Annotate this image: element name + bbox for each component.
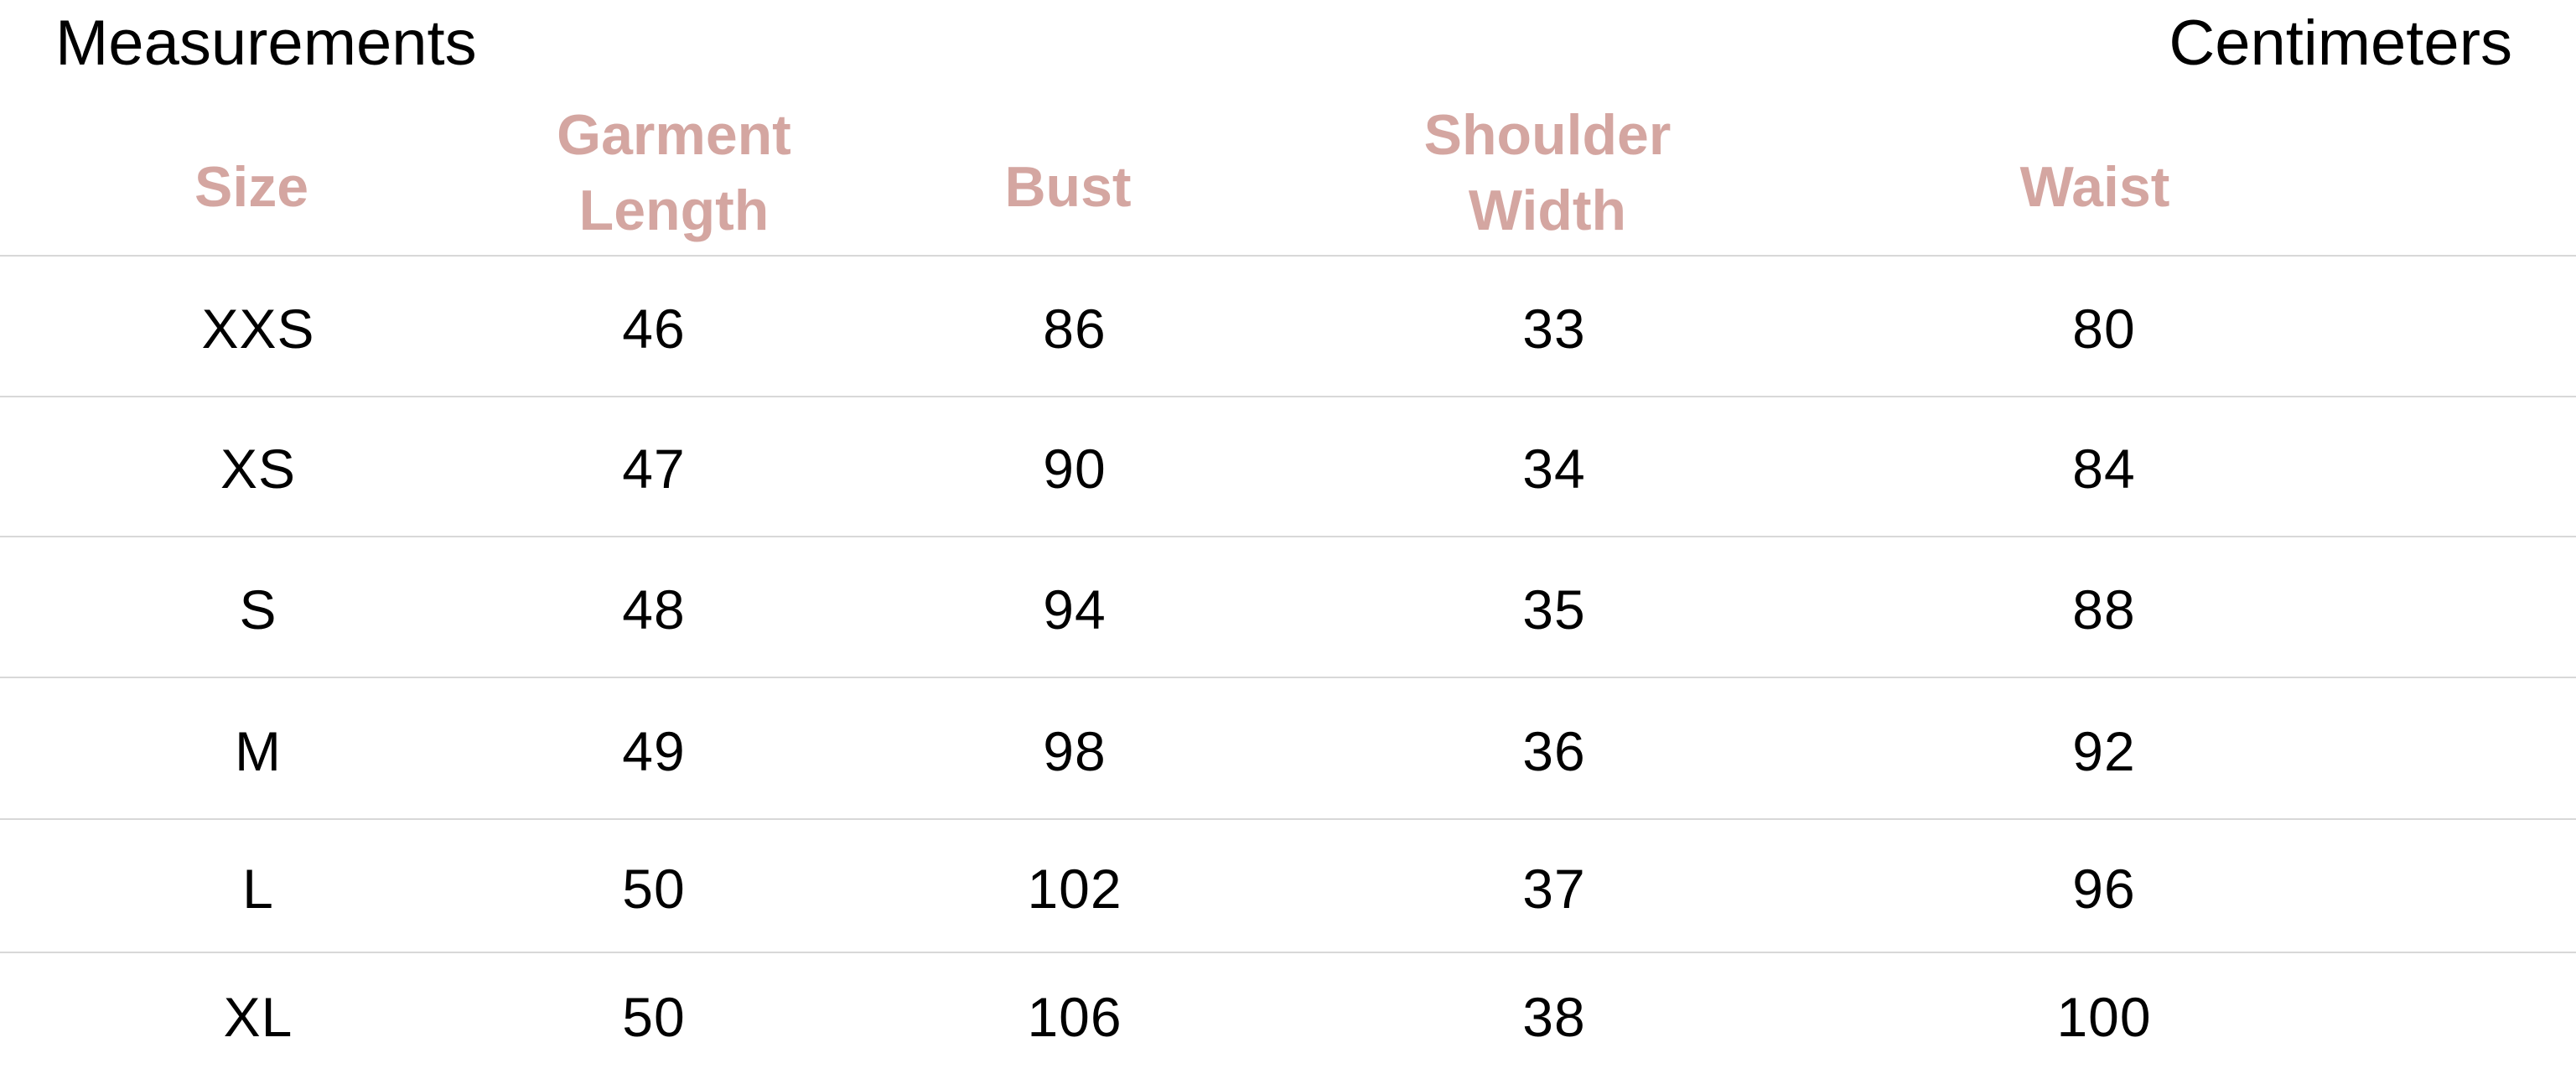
size-cell: XXS: [201, 298, 315, 360]
measurement-cell: 50: [622, 858, 686, 920]
measurement-cell: 94: [1043, 578, 1107, 641]
column-header: Shoulder Width: [1424, 97, 1672, 248]
measurement-cell: 34: [1522, 438, 1586, 500]
row-divider: [0, 396, 2576, 397]
measurement-cell: 47: [622, 438, 686, 500]
row-divider: [0, 255, 2576, 257]
measurement-cell: 49: [622, 720, 686, 782]
size-cell: S: [239, 578, 277, 641]
row-divider: [0, 677, 2576, 678]
measurements-title: Measurements: [55, 8, 477, 79]
measurement-cell: 100: [2056, 986, 2152, 1048]
measurement-cell: 35: [1522, 578, 1586, 641]
measurement-cell: 88: [2072, 578, 2136, 641]
column-header: Bust: [1004, 149, 1131, 225]
column-header-line: Size: [194, 155, 309, 219]
column-header-line: Garment: [557, 103, 791, 167]
measurement-cell: 38: [1522, 986, 1586, 1048]
column-header-line: Waist: [2019, 155, 2170, 219]
measurement-cell: 50: [622, 986, 686, 1048]
measurement-cell: 106: [1027, 986, 1122, 1048]
measurement-cell: 84: [2072, 438, 2136, 500]
size-cell: XS: [220, 438, 297, 500]
row-divider: [0, 536, 2576, 537]
column-header-line: Length: [578, 179, 770, 242]
measurement-cell: 80: [2072, 298, 2136, 360]
column-header: Garment Length: [557, 97, 791, 248]
size-cell: XL: [223, 986, 293, 1048]
column-header-line: Shoulder: [1423, 103, 1672, 167]
column-header-line: Bust: [1004, 155, 1132, 219]
measurement-cell: 98: [1043, 720, 1107, 782]
size-cell: L: [242, 858, 274, 920]
size-cell: M: [235, 720, 282, 782]
measurement-cell: 46: [622, 298, 686, 360]
row-divider: [0, 952, 2576, 953]
measurement-cell: 90: [1043, 438, 1107, 500]
measurement-cell: 36: [1522, 720, 1586, 782]
measurement-cell: 96: [2072, 858, 2136, 920]
measurement-cell: 92: [2072, 720, 2136, 782]
measurement-cell: 86: [1043, 298, 1107, 360]
row-divider: [0, 818, 2576, 820]
measurement-cell: 37: [1522, 858, 1586, 920]
column-header: Size: [194, 149, 308, 225]
units-label: Centimeters: [2169, 8, 2512, 79]
measurement-cell: 48: [622, 578, 686, 641]
measurement-cell: 33: [1522, 298, 1586, 360]
measurement-cell: 102: [1027, 858, 1122, 920]
column-header-line: Width: [1468, 179, 1627, 242]
column-header: Waist: [2020, 149, 2170, 225]
